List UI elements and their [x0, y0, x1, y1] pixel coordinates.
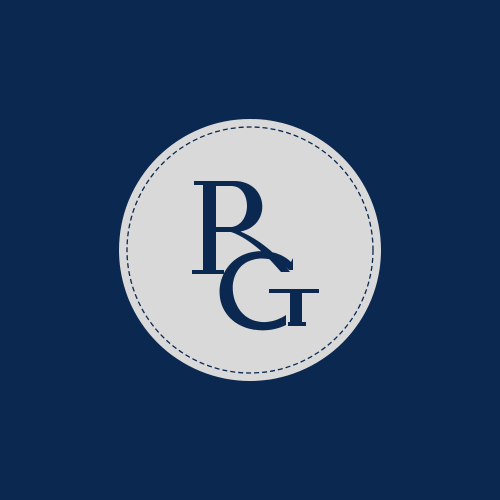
badge-circle	[119, 119, 381, 381]
letter-g-glyph	[219, 251, 319, 331]
letter-r-glyph	[192, 181, 290, 274]
badge-stitch-ring	[126, 126, 374, 374]
